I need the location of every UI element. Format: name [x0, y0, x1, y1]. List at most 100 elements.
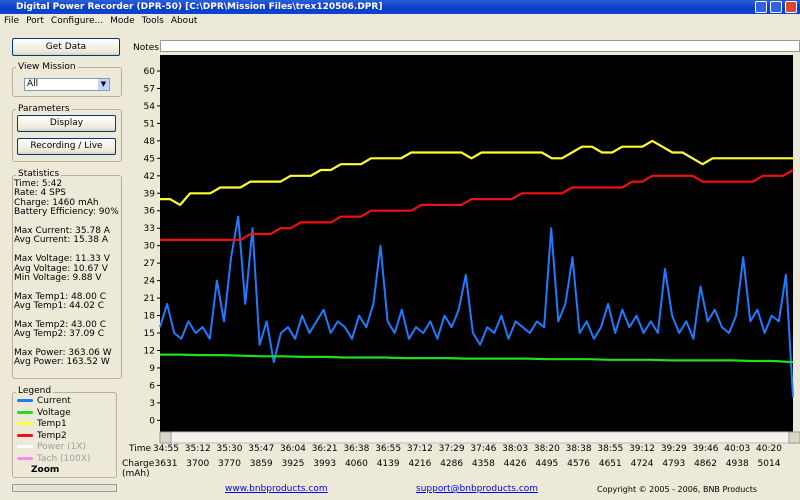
notes-label: Notes — [133, 43, 159, 53]
legend-swatch — [17, 445, 33, 448]
stat-line: Max Voltage: 11.33 V — [14, 254, 110, 265]
stat-line: Max Temp1: 48.00 C — [14, 291, 106, 302]
legend-label: Power (1X) — [37, 442, 86, 452]
group-label: Statistics — [16, 169, 62, 179]
x-tick-label: 35:12 — [185, 444, 211, 454]
stat-line: Min Voltage: 9.88 V — [14, 272, 102, 283]
charge-label: 4724 — [631, 459, 654, 469]
x-tick-label: 36:21 — [312, 444, 338, 454]
stat-line: Max Current: 35.78 A — [14, 225, 110, 236]
get-data-button[interactable]: Get Data — [12, 38, 120, 56]
stat-line: Avg Power: 163.52 W — [14, 357, 110, 368]
maximize-button[interactable] — [770, 1, 782, 13]
y-tick-label: 48 — [144, 137, 156, 147]
x-tick-label: 38:55 — [597, 444, 623, 454]
notes-bar — [160, 40, 800, 52]
charge-label: 4286 — [440, 459, 463, 469]
mission-select[interactable]: All ▼ — [24, 78, 110, 91]
x-tick-label: 38:38 — [566, 444, 592, 454]
y-tick-label: 36 — [144, 207, 156, 217]
stat-line: Charge: 1460 mAh — [14, 197, 99, 208]
select-value: All — [27, 79, 39, 89]
legend-label: Tach (100X) — [37, 453, 91, 464]
x-tick-label: 36:55 — [375, 444, 401, 454]
y-tick-label: 6 — [149, 381, 155, 391]
minimize-button[interactable] — [755, 1, 767, 13]
y-tick-label: 54 — [144, 102, 156, 112]
x-tick-label: 38:03 — [502, 444, 528, 454]
legend-group — [12, 392, 117, 478]
statistics-list: Time: 5:42 Rate: 4 SPS Charge: 1460 mAh Bat… — [14, 179, 120, 368]
legend-item[interactable]: Temp1 — [13, 419, 116, 431]
y-tick-label: 0 — [149, 416, 155, 426]
support-link[interactable]: support@bnbproducts.com — [416, 484, 539, 494]
x-tick-label: 40:03 — [724, 444, 750, 454]
zoom-label[interactable]: Zoom — [31, 465, 60, 475]
legend-item[interactable]: Power (1X) — [13, 442, 116, 454]
legend-item[interactable]: Tach (100X) — [13, 454, 116, 466]
x-axis-label: Time — [128, 444, 151, 454]
window-title: Digital Power Recorder (DPR-50) [C:\DPR\… — [16, 2, 383, 12]
legend-item[interactable]: Current — [13, 396, 116, 408]
legend-swatch — [17, 399, 33, 402]
legend-item[interactable]: Voltage — [13, 408, 116, 420]
scrollbar[interactable] — [159, 431, 800, 444]
menu-item[interactable]: Port — [26, 16, 44, 26]
x-tick-label: 36:38 — [343, 444, 369, 454]
y-tick-label: 57 — [144, 84, 155, 94]
group-label: Parameters — [16, 104, 72, 114]
menu-item[interactable]: File — [4, 16, 20, 26]
menu-item[interactable]: Configure... — [50, 16, 104, 26]
legend-swatch — [17, 410, 33, 414]
y-tick-label: 33 — [144, 224, 155, 234]
close-button[interactable] — [785, 1, 797, 13]
charge-label: 4862 — [694, 459, 717, 469]
footer: www.bnbproducts.com support@bnbproducts.… — [0, 484, 800, 498]
y-tick-label: 27 — [144, 259, 155, 269]
charge-label: 4139 — [377, 459, 400, 469]
statistics-group — [12, 175, 122, 379]
y-tick-label: 21 — [144, 294, 155, 304]
y-tick-label: 42 — [144, 172, 155, 182]
charge-label: 4793 — [662, 459, 685, 469]
legend-swatch — [17, 456, 33, 460]
stat-line: Avg Temp1: 44.02 C — [14, 301, 105, 312]
y-tick-label: 15 — [144, 329, 155, 339]
dropdown-arrow[interactable]: ▼ — [98, 79, 109, 90]
charge-label: 4426 — [504, 459, 527, 469]
legend-label: Voltage — [37, 407, 71, 418]
x-tick-label: 37:12 — [407, 444, 433, 454]
plot-area — [160, 55, 793, 432]
legend-item[interactable]: Temp2 — [13, 431, 116, 443]
stat-line: Avg Current: 15.38 A — [14, 235, 109, 246]
y-tick-label: 30 — [144, 242, 156, 252]
website-link[interactable]: www.bnbproducts.com — [225, 484, 328, 494]
charge-label: 5014 — [758, 459, 781, 469]
legend-swatch — [17, 422, 33, 425]
menu-item[interactable]: Tools — [141, 16, 164, 26]
series-line — [160, 169, 794, 241]
display-button[interactable]: Display — [17, 115, 116, 132]
stat-line: Max Temp2: 43.00 C — [14, 319, 106, 330]
stat-line: Rate: 4 SPS — [14, 188, 66, 199]
scroll-right[interactable] — [788, 431, 800, 444]
series-line — [159, 215, 794, 398]
recording-live-button[interactable]: Recording / Live — [17, 138, 116, 155]
stat-line: Avg Temp2: 37.09 C — [14, 329, 105, 340]
x-tick-label: 40:20 — [756, 444, 782, 454]
scroll-left[interactable] — [159, 431, 172, 444]
menu-item[interactable]: Mode — [110, 16, 135, 26]
charge-label: 4358 — [472, 459, 495, 469]
stat-line: Time: 5:42 — [14, 179, 63, 189]
charge-label: 3859 — [250, 459, 273, 469]
group-label: View Mission — [16, 62, 78, 72]
group-label: Legend — [16, 386, 54, 396]
series-line — [160, 139, 793, 206]
menu-item[interactable]: About — [170, 16, 198, 26]
charge-label: 3993 — [313, 459, 336, 469]
legend-label: Temp1 — [37, 419, 67, 429]
charge-label: 4216 — [408, 459, 431, 469]
x-tick-label: 36:04 — [280, 444, 306, 454]
legend-label: Temp2 — [37, 430, 67, 441]
charge-label: 3770 — [218, 459, 241, 469]
